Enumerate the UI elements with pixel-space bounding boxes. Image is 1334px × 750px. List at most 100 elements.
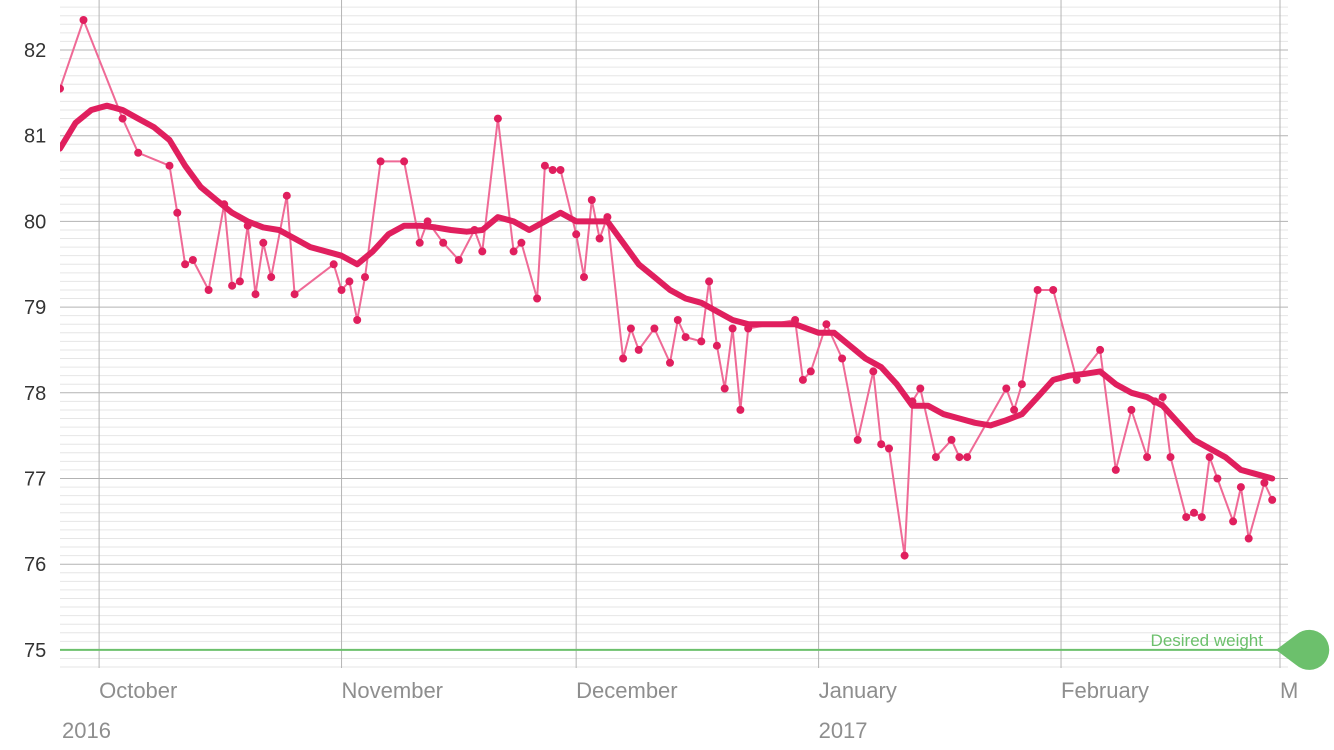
data-point[interactable]: [791, 316, 800, 324]
data-point[interactable]: [235, 277, 244, 286]
data-point[interactable]: [290, 290, 299, 299]
data-point[interactable]: [947, 435, 956, 444]
data-point[interactable]: [853, 435, 862, 444]
data-point[interactable]: [681, 333, 690, 342]
data-point[interactable]: [877, 440, 886, 449]
data-point[interactable]: [885, 444, 893, 453]
data-point[interactable]: [697, 337, 706, 346]
data-point[interactable]: [1150, 397, 1159, 406]
goal-handle[interactable]: [1276, 629, 1330, 670]
data-point[interactable]: [626, 324, 635, 333]
data-point[interactable]: [728, 324, 737, 333]
data-point[interactable]: [931, 453, 940, 462]
data-point[interactable]: [1244, 534, 1253, 543]
data-point[interactable]: [838, 354, 847, 363]
data-point[interactable]: [595, 234, 604, 243]
data-point[interactable]: [509, 247, 518, 256]
data-point[interactable]: [736, 405, 745, 414]
data-point[interactable]: [603, 213, 612, 222]
data-point[interactable]: [228, 281, 237, 290]
data-point[interactable]: [1002, 384, 1011, 393]
data-point[interactable]: [1166, 453, 1175, 462]
data-point[interactable]: [806, 367, 815, 376]
data-point[interactable]: [1010, 405, 1019, 414]
data-point[interactable]: [963, 453, 972, 462]
data-point[interactable]: [493, 114, 502, 123]
data-point[interactable]: [720, 384, 729, 393]
data-point[interactable]: [580, 273, 588, 282]
data-point[interactable]: [666, 358, 674, 367]
data-point[interactable]: [572, 230, 581, 239]
data-point[interactable]: [1049, 286, 1058, 294]
data-point[interactable]: [1158, 393, 1167, 402]
data-point[interactable]: [251, 290, 260, 299]
data-point[interactable]: [400, 157, 409, 166]
data-point[interactable]: [744, 324, 753, 333]
data-point[interactable]: [1127, 405, 1136, 414]
data-point[interactable]: [1268, 495, 1277, 504]
data-point[interactable]: [345, 277, 354, 286]
data-point[interactable]: [361, 273, 369, 282]
data-point[interactable]: [587, 196, 596, 204]
data-point[interactable]: [1229, 517, 1238, 526]
data-point[interactable]: [478, 247, 487, 256]
data-point[interactable]: [423, 217, 432, 226]
data-point[interactable]: [556, 166, 565, 174]
data-point[interactable]: [134, 148, 143, 157]
data-point[interactable]: [220, 200, 229, 209]
data-point[interactable]: [705, 277, 714, 286]
data-point[interactable]: [634, 345, 643, 354]
data-point[interactable]: [1205, 453, 1214, 462]
data-point[interactable]: [1143, 453, 1152, 462]
data-point[interactable]: [798, 375, 807, 384]
data-point[interactable]: [56, 84, 64, 93]
data-point[interactable]: [1111, 465, 1120, 474]
data-point[interactable]: [165, 161, 174, 170]
data-point[interactable]: [540, 161, 549, 170]
data-point[interactable]: [243, 221, 252, 230]
data-point[interactable]: [1213, 474, 1222, 483]
data-point[interactable]: [267, 273, 276, 282]
data-point[interactable]: [517, 238, 526, 247]
data-point[interactable]: [650, 324, 659, 333]
data-point[interactable]: [353, 316, 362, 324]
data-point[interactable]: [181, 260, 190, 269]
data-point[interactable]: [1033, 286, 1042, 294]
data-point[interactable]: [1017, 380, 1026, 389]
data-point[interactable]: [1260, 478, 1269, 487]
data-point[interactable]: [259, 238, 268, 247]
data-point[interactable]: [955, 453, 964, 462]
data-point[interactable]: [1197, 513, 1206, 522]
data-point[interactable]: [908, 397, 917, 406]
data-point[interactable]: [1182, 513, 1191, 522]
data-point[interactable]: [329, 260, 338, 269]
data-point[interactable]: [712, 341, 721, 350]
data-point[interactable]: [470, 226, 479, 234]
data-point[interactable]: [869, 367, 878, 376]
data-point[interactable]: [188, 256, 197, 264]
data-point[interactable]: [415, 238, 424, 247]
data-point[interactable]: [1236, 483, 1245, 492]
data-point[interactable]: [619, 354, 628, 363]
data-point[interactable]: [376, 157, 385, 166]
data-point[interactable]: [337, 286, 346, 294]
data-point[interactable]: [900, 551, 909, 560]
data-point[interactable]: [118, 114, 127, 123]
y-tick-label: 76: [24, 554, 46, 576]
data-point[interactable]: [204, 286, 213, 294]
data-point[interactable]: [822, 320, 831, 329]
y-tick-label: 79: [24, 297, 46, 319]
data-point[interactable]: [282, 191, 291, 200]
data-point[interactable]: [173, 208, 182, 217]
data-point[interactable]: [1096, 345, 1105, 354]
data-point[interactable]: [673, 316, 682, 324]
data-point[interactable]: [548, 166, 557, 174]
data-point[interactable]: [439, 238, 448, 247]
data-point[interactable]: [1190, 508, 1198, 517]
data-point[interactable]: [533, 294, 542, 303]
data-point[interactable]: [1072, 375, 1081, 384]
data-point[interactable]: [454, 256, 463, 264]
data-point[interactable]: [79, 16, 88, 24]
x-axis-labels: October November December January February M 2…: [62, 678, 1298, 743]
data-point[interactable]: [916, 384, 925, 393]
